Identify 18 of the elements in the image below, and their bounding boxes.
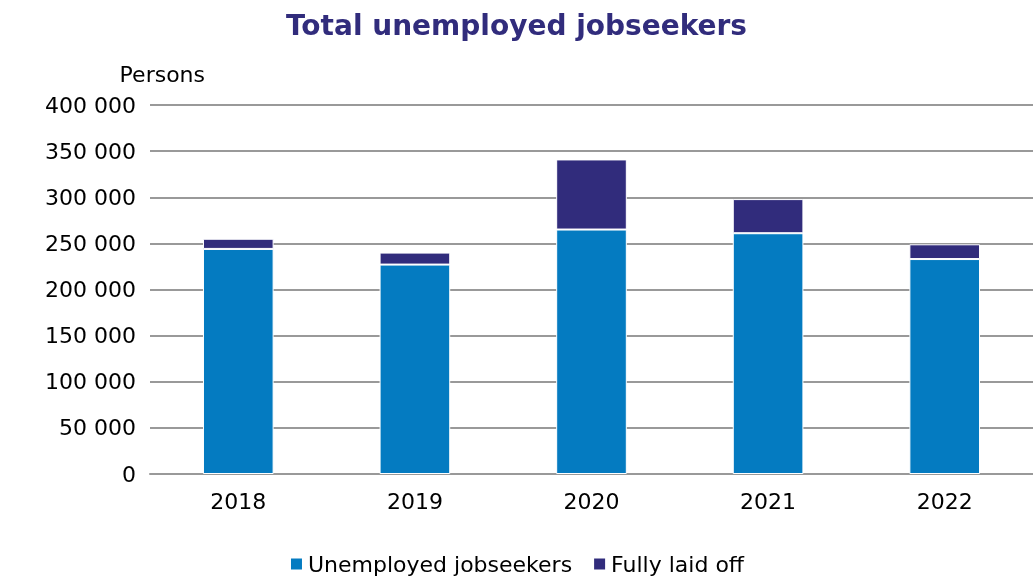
y-tick-label: 150 000 xyxy=(45,323,136,349)
x-tick-label: 2019 xyxy=(386,488,443,514)
x-tick-label: 2022 xyxy=(916,488,973,514)
legend-label: Fully laid off xyxy=(611,551,745,577)
y-axis-title: Persons xyxy=(119,61,205,87)
legend-label: Unemployed jobseekers xyxy=(307,551,573,577)
y-tick-label: 0 xyxy=(122,461,136,487)
y-tick-label: 350 000 xyxy=(45,138,136,164)
y-tick-label: 400 000 xyxy=(45,92,136,118)
y-tick-label: 300 000 xyxy=(45,184,136,210)
chart-title: Total unemployed jobseekers xyxy=(285,8,748,42)
y-tick-label: 250 000 xyxy=(45,230,136,256)
y-tick-label: 50 000 xyxy=(59,415,136,441)
x-tick-label: 2021 xyxy=(740,488,797,514)
x-tick-label: 2020 xyxy=(563,488,620,514)
y-tick-label: 100 000 xyxy=(45,369,136,395)
y-tick-label: 200 000 xyxy=(45,277,136,302)
x-tick-label: 2018 xyxy=(210,488,267,514)
